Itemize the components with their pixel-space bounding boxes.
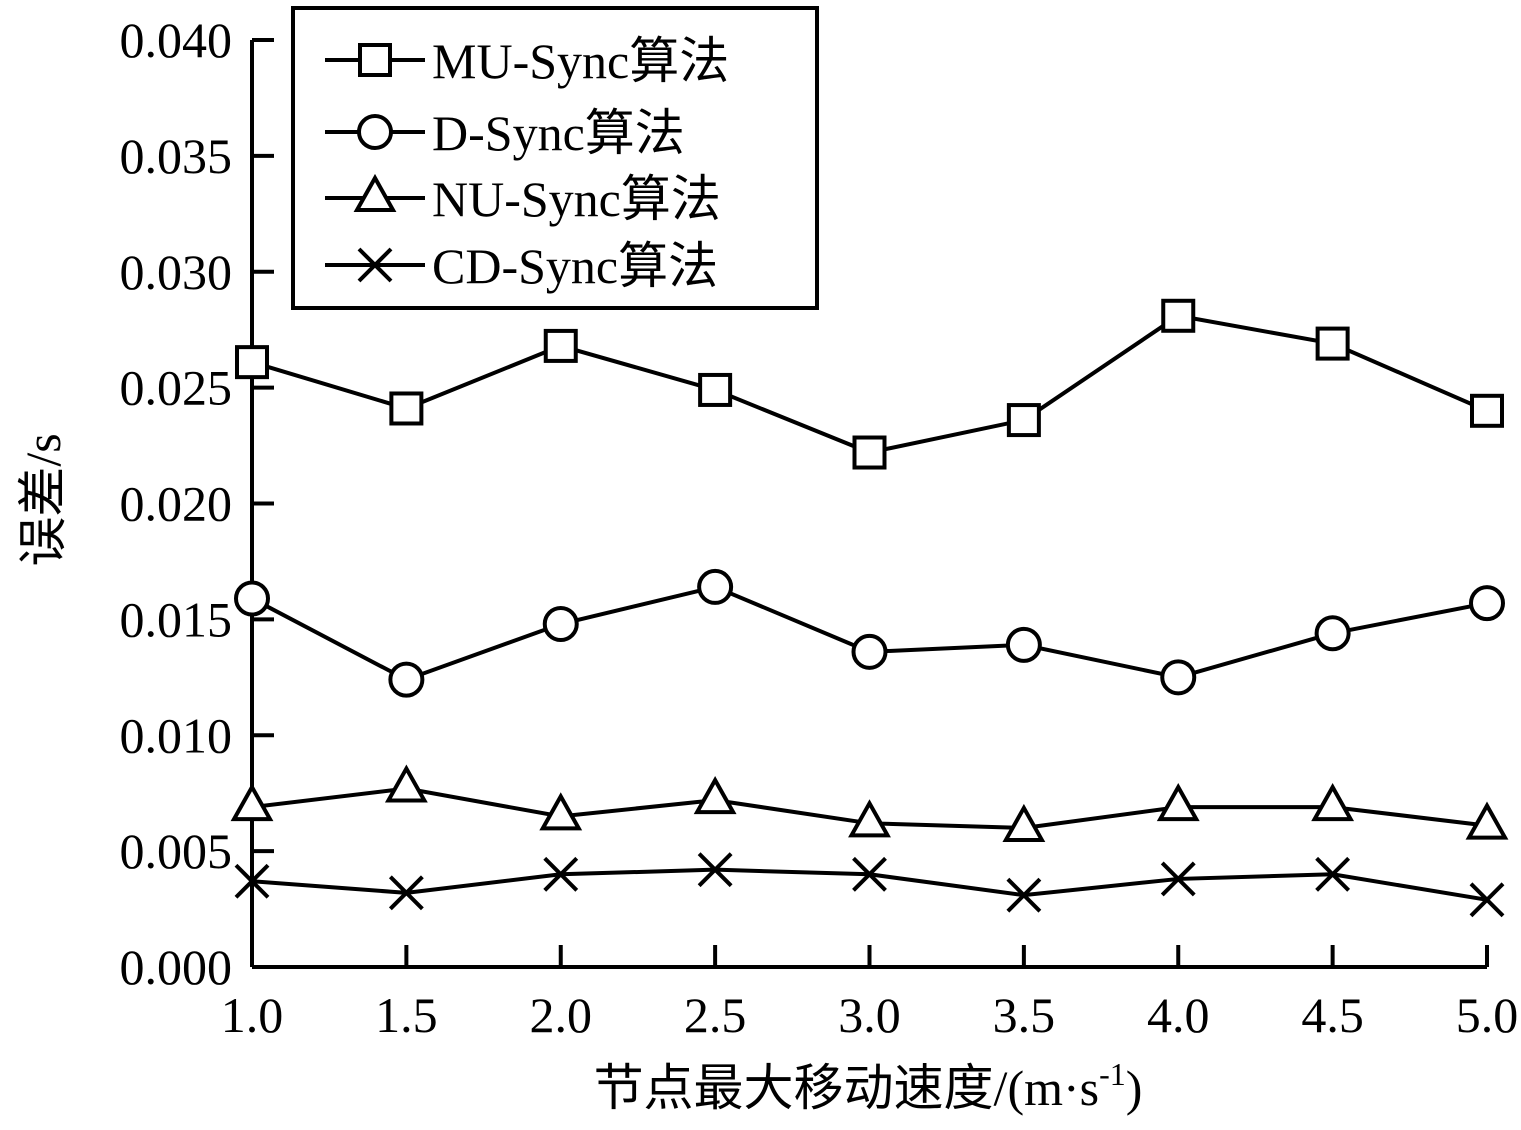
legend-entry: CD-Sync算法 — [325, 238, 718, 294]
data-point-circle — [234, 580, 270, 617]
x-axis-title-superscript: -1 — [1099, 1056, 1126, 1092]
data-point-circle — [851, 633, 888, 670]
y-tick-label: 0.025 — [120, 360, 233, 416]
x-tick-label: 2.5 — [684, 987, 747, 1043]
data-point-square — [1006, 403, 1041, 438]
legend-label: CD-Sync算法 — [432, 238, 718, 294]
data-point-square — [698, 372, 733, 407]
data-point-triangle — [848, 799, 891, 838]
data-point-triangle — [1156, 783, 1200, 822]
x-tick-label: 5.0 — [1456, 987, 1519, 1043]
x-axis-title-close: ) — [1126, 1060, 1143, 1116]
data-point-circle — [1314, 615, 1351, 652]
data-point-triangle — [539, 792, 583, 831]
data-point-x — [234, 863, 270, 899]
legend-label: MU-Sync算法 — [432, 33, 729, 89]
legend-label: NU-Sync算法 — [432, 171, 721, 227]
axes: 0.000 0.005 0.010 0.015 0.020 0.025 0.030 0.035… — [120, 12, 1519, 1043]
data-point-square — [1470, 393, 1504, 428]
data-point-circle — [542, 606, 579, 643]
data-point-circle — [697, 568, 734, 605]
data-point-x — [543, 856, 579, 892]
legend-marker-triangle — [353, 173, 397, 212]
x-tick-label: 4.5 — [1301, 987, 1364, 1043]
data-point-square — [389, 391, 424, 426]
legend-marker-circle — [357, 114, 393, 150]
y-tick-label: 0.040 — [120, 12, 233, 68]
series-triangle — [230, 764, 1509, 842]
data-point-x — [1469, 882, 1505, 918]
legend-entry: D-Sync算法 — [325, 105, 685, 161]
data-point-triangle — [1002, 803, 1046, 842]
data-point-x — [1006, 877, 1042, 913]
y-tick-label: 0.035 — [120, 128, 233, 184]
data-point-circle — [1469, 585, 1505, 622]
data-point-square — [543, 328, 578, 363]
series-circle — [234, 568, 1505, 698]
data-point-triangle — [384, 764, 428, 803]
x-tick-label: 1.5 — [375, 987, 438, 1043]
data-point-circle — [1160, 659, 1197, 696]
y-tick-label: 0.005 — [120, 823, 233, 879]
series-x — [234, 852, 1505, 918]
x-tick-label: 3.5 — [993, 987, 1056, 1043]
x-axis-title: 节点最大移动速度/(m·s-1) — [594, 1056, 1143, 1116]
data-point-circle — [1005, 626, 1042, 663]
legend-entry: MU-Sync算法 — [325, 33, 729, 89]
data-point-circle — [388, 661, 425, 698]
data-point-x — [388, 875, 424, 911]
data-point-square — [852, 435, 887, 470]
y-tick-label: 0.010 — [120, 707, 233, 763]
legend-marker-square — [358, 43, 392, 77]
data-point-triangle — [693, 776, 737, 815]
series-line — [251, 313, 1488, 455]
x-tick-label: 4.0 — [1147, 987, 1210, 1043]
data-point-triangle — [1311, 783, 1355, 822]
legend-marker-x — [357, 247, 393, 283]
y-tick-label: 0.015 — [120, 591, 233, 647]
series-square — [235, 298, 1504, 470]
y-tick-label: 0.020 — [120, 476, 233, 532]
x-tick-label: 1.0 — [221, 987, 284, 1043]
legend-label: D-Sync算法 — [432, 105, 685, 161]
data-point-square — [235, 345, 269, 380]
data-point-square — [1161, 298, 1196, 333]
y-tick-label: 0.000 — [120, 939, 233, 995]
y-tick-label: 0.030 — [120, 244, 233, 300]
data-point-triangle — [1465, 801, 1509, 840]
data-point-triangle — [230, 783, 274, 822]
data-point-x — [1315, 856, 1351, 892]
legend-entry: NU-Sync算法 — [325, 171, 721, 227]
x-axis-title-main: 节点最大移动速度/(m·s — [594, 1060, 1100, 1116]
x-tick-label: 3.0 — [838, 987, 901, 1043]
x-tick-label: 2.0 — [530, 987, 593, 1043]
series-layer — [230, 298, 1509, 918]
data-point-x — [697, 852, 733, 888]
y-axis-title: 误差/s — [15, 433, 71, 566]
data-point-x — [1160, 861, 1196, 897]
data-point-square — [1315, 326, 1350, 361]
data-point-x — [852, 856, 887, 892]
legend: MU-Sync算法 D-Sync算法 NU-Sync算法 CD-Sync算法 — [291, 6, 819, 310]
